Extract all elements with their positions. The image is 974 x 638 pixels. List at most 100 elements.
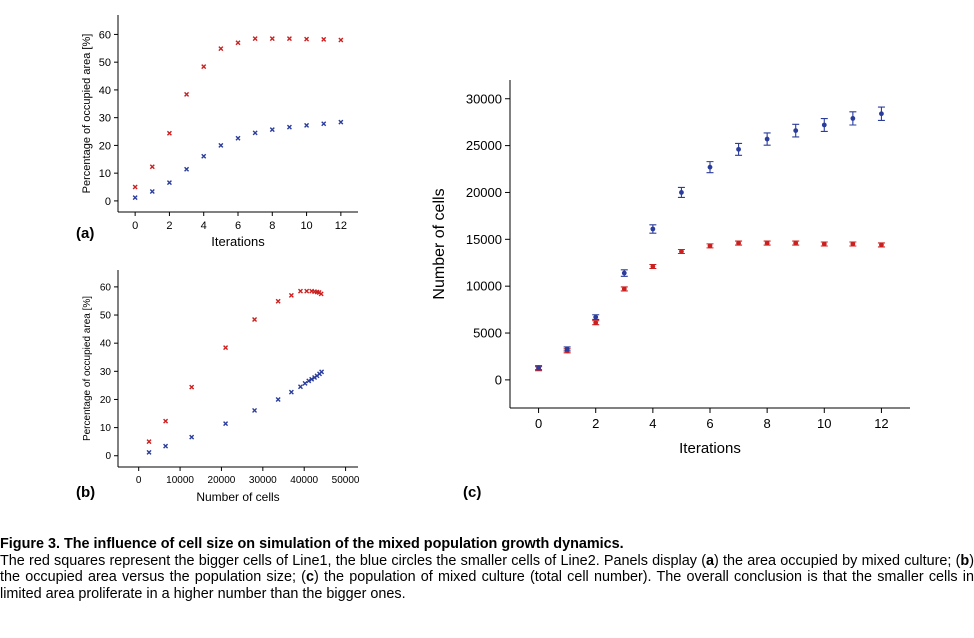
x-tick-label: 10000 xyxy=(166,475,194,486)
data-point xyxy=(235,40,241,46)
data-point xyxy=(318,291,324,297)
series-blue xyxy=(132,119,344,201)
data-point xyxy=(184,91,190,97)
data-point xyxy=(304,36,310,42)
data-point xyxy=(288,292,294,298)
data-point xyxy=(166,180,172,186)
data-point xyxy=(275,396,281,402)
data-point xyxy=(201,64,207,70)
x-tick-label: 0 xyxy=(535,416,542,431)
data-point xyxy=(707,164,713,170)
data-point xyxy=(321,121,327,127)
x-tick-label: 8 xyxy=(269,220,275,232)
data-point xyxy=(184,166,190,172)
data-point xyxy=(850,241,856,247)
data-point xyxy=(235,135,241,141)
data-point xyxy=(736,240,741,246)
series-blue xyxy=(535,106,885,371)
y-tick-label: 25000 xyxy=(466,138,502,153)
x-tick-label: 8 xyxy=(764,416,771,431)
series-red xyxy=(146,288,324,445)
y-tick-label: 30 xyxy=(100,367,112,378)
chart-panel-2: 0 10 20 30 40 50 60 0 10000 20000 30000 40000 50000 N… xyxy=(76,270,360,504)
data-point xyxy=(764,240,770,246)
data-point xyxy=(879,111,884,117)
y-tick-label: 60 xyxy=(99,29,111,41)
figure-caption: Figure 3. The influence of cell size on … xyxy=(0,536,974,602)
data-point xyxy=(201,153,207,159)
series-red xyxy=(132,36,344,190)
data-point xyxy=(149,164,155,170)
data-point xyxy=(149,188,155,194)
x-tick-label: 10 xyxy=(817,416,831,431)
y-tick-label: 15000 xyxy=(466,232,502,247)
data-point xyxy=(319,369,325,375)
data-point xyxy=(252,317,258,323)
data-point xyxy=(821,122,827,128)
x-axis-label: Iterations xyxy=(679,440,741,457)
data-point xyxy=(821,241,827,247)
panel-label: (c) xyxy=(463,484,481,501)
x-tick-label: 50000 xyxy=(332,475,360,486)
data-point xyxy=(223,345,229,351)
data-point xyxy=(338,37,344,43)
y-axis-label: Number of cells xyxy=(431,188,448,299)
x-tick-label: 12 xyxy=(874,416,888,431)
data-point xyxy=(146,439,152,445)
data-point xyxy=(564,346,570,352)
y-tick-label: 5000 xyxy=(473,326,502,341)
x-tick-label: 20000 xyxy=(208,475,236,486)
x-tick-label: 40000 xyxy=(290,475,318,486)
series-blue xyxy=(146,369,325,455)
data-point xyxy=(764,136,770,142)
x-tick-label: 4 xyxy=(201,220,207,232)
data-point xyxy=(252,36,258,42)
y-axis-label: Percentage of occupied area [%] xyxy=(82,296,93,441)
x-tick-label: 2 xyxy=(592,416,599,431)
data-point xyxy=(309,376,315,382)
data-point xyxy=(707,243,713,249)
y-tick-label: 50 xyxy=(100,311,112,322)
x-tick-label: 0 xyxy=(132,220,138,232)
y-tick-label: 20 xyxy=(99,140,111,152)
series-red xyxy=(535,240,885,372)
data-point xyxy=(793,128,799,134)
caption-title: Figure 3. The influence of cell size on … xyxy=(0,536,624,552)
y-tick-label: 30 xyxy=(99,113,111,125)
panel-label: (b) xyxy=(76,484,95,501)
data-point xyxy=(621,286,627,292)
data-point xyxy=(275,298,281,304)
data-point xyxy=(189,384,195,390)
y-axis-label: Percentage of occupied area [%] xyxy=(81,34,93,194)
data-point xyxy=(189,434,195,440)
y-tick-label: 40 xyxy=(100,339,112,350)
data-point xyxy=(621,270,627,276)
data-point xyxy=(593,320,599,326)
y-tick-label: 0 xyxy=(495,372,502,387)
x-tick-label: 6 xyxy=(235,220,241,232)
y-tick-label: 0 xyxy=(105,451,111,462)
data-point xyxy=(132,195,138,201)
data-point xyxy=(304,122,310,128)
data-point xyxy=(302,380,308,386)
data-point xyxy=(297,288,303,294)
caption-body: The red squares represent the bigger cel… xyxy=(0,552,974,602)
data-point xyxy=(338,119,344,125)
data-point xyxy=(306,378,312,384)
data-point xyxy=(297,384,303,390)
x-tick-label: 30000 xyxy=(249,475,277,486)
data-point xyxy=(163,418,169,424)
data-point xyxy=(218,142,224,148)
data-point xyxy=(252,407,258,413)
data-point xyxy=(223,421,229,427)
y-tick-label: 0 xyxy=(105,196,111,208)
y-tick-label: 10000 xyxy=(466,279,502,294)
data-point xyxy=(269,36,275,42)
x-tick-label: 12 xyxy=(335,220,347,232)
data-point xyxy=(163,443,169,449)
y-tick-label: 20 xyxy=(100,395,112,406)
y-tick-label: 20000 xyxy=(466,185,502,200)
data-point xyxy=(679,190,684,195)
data-point xyxy=(252,130,258,136)
